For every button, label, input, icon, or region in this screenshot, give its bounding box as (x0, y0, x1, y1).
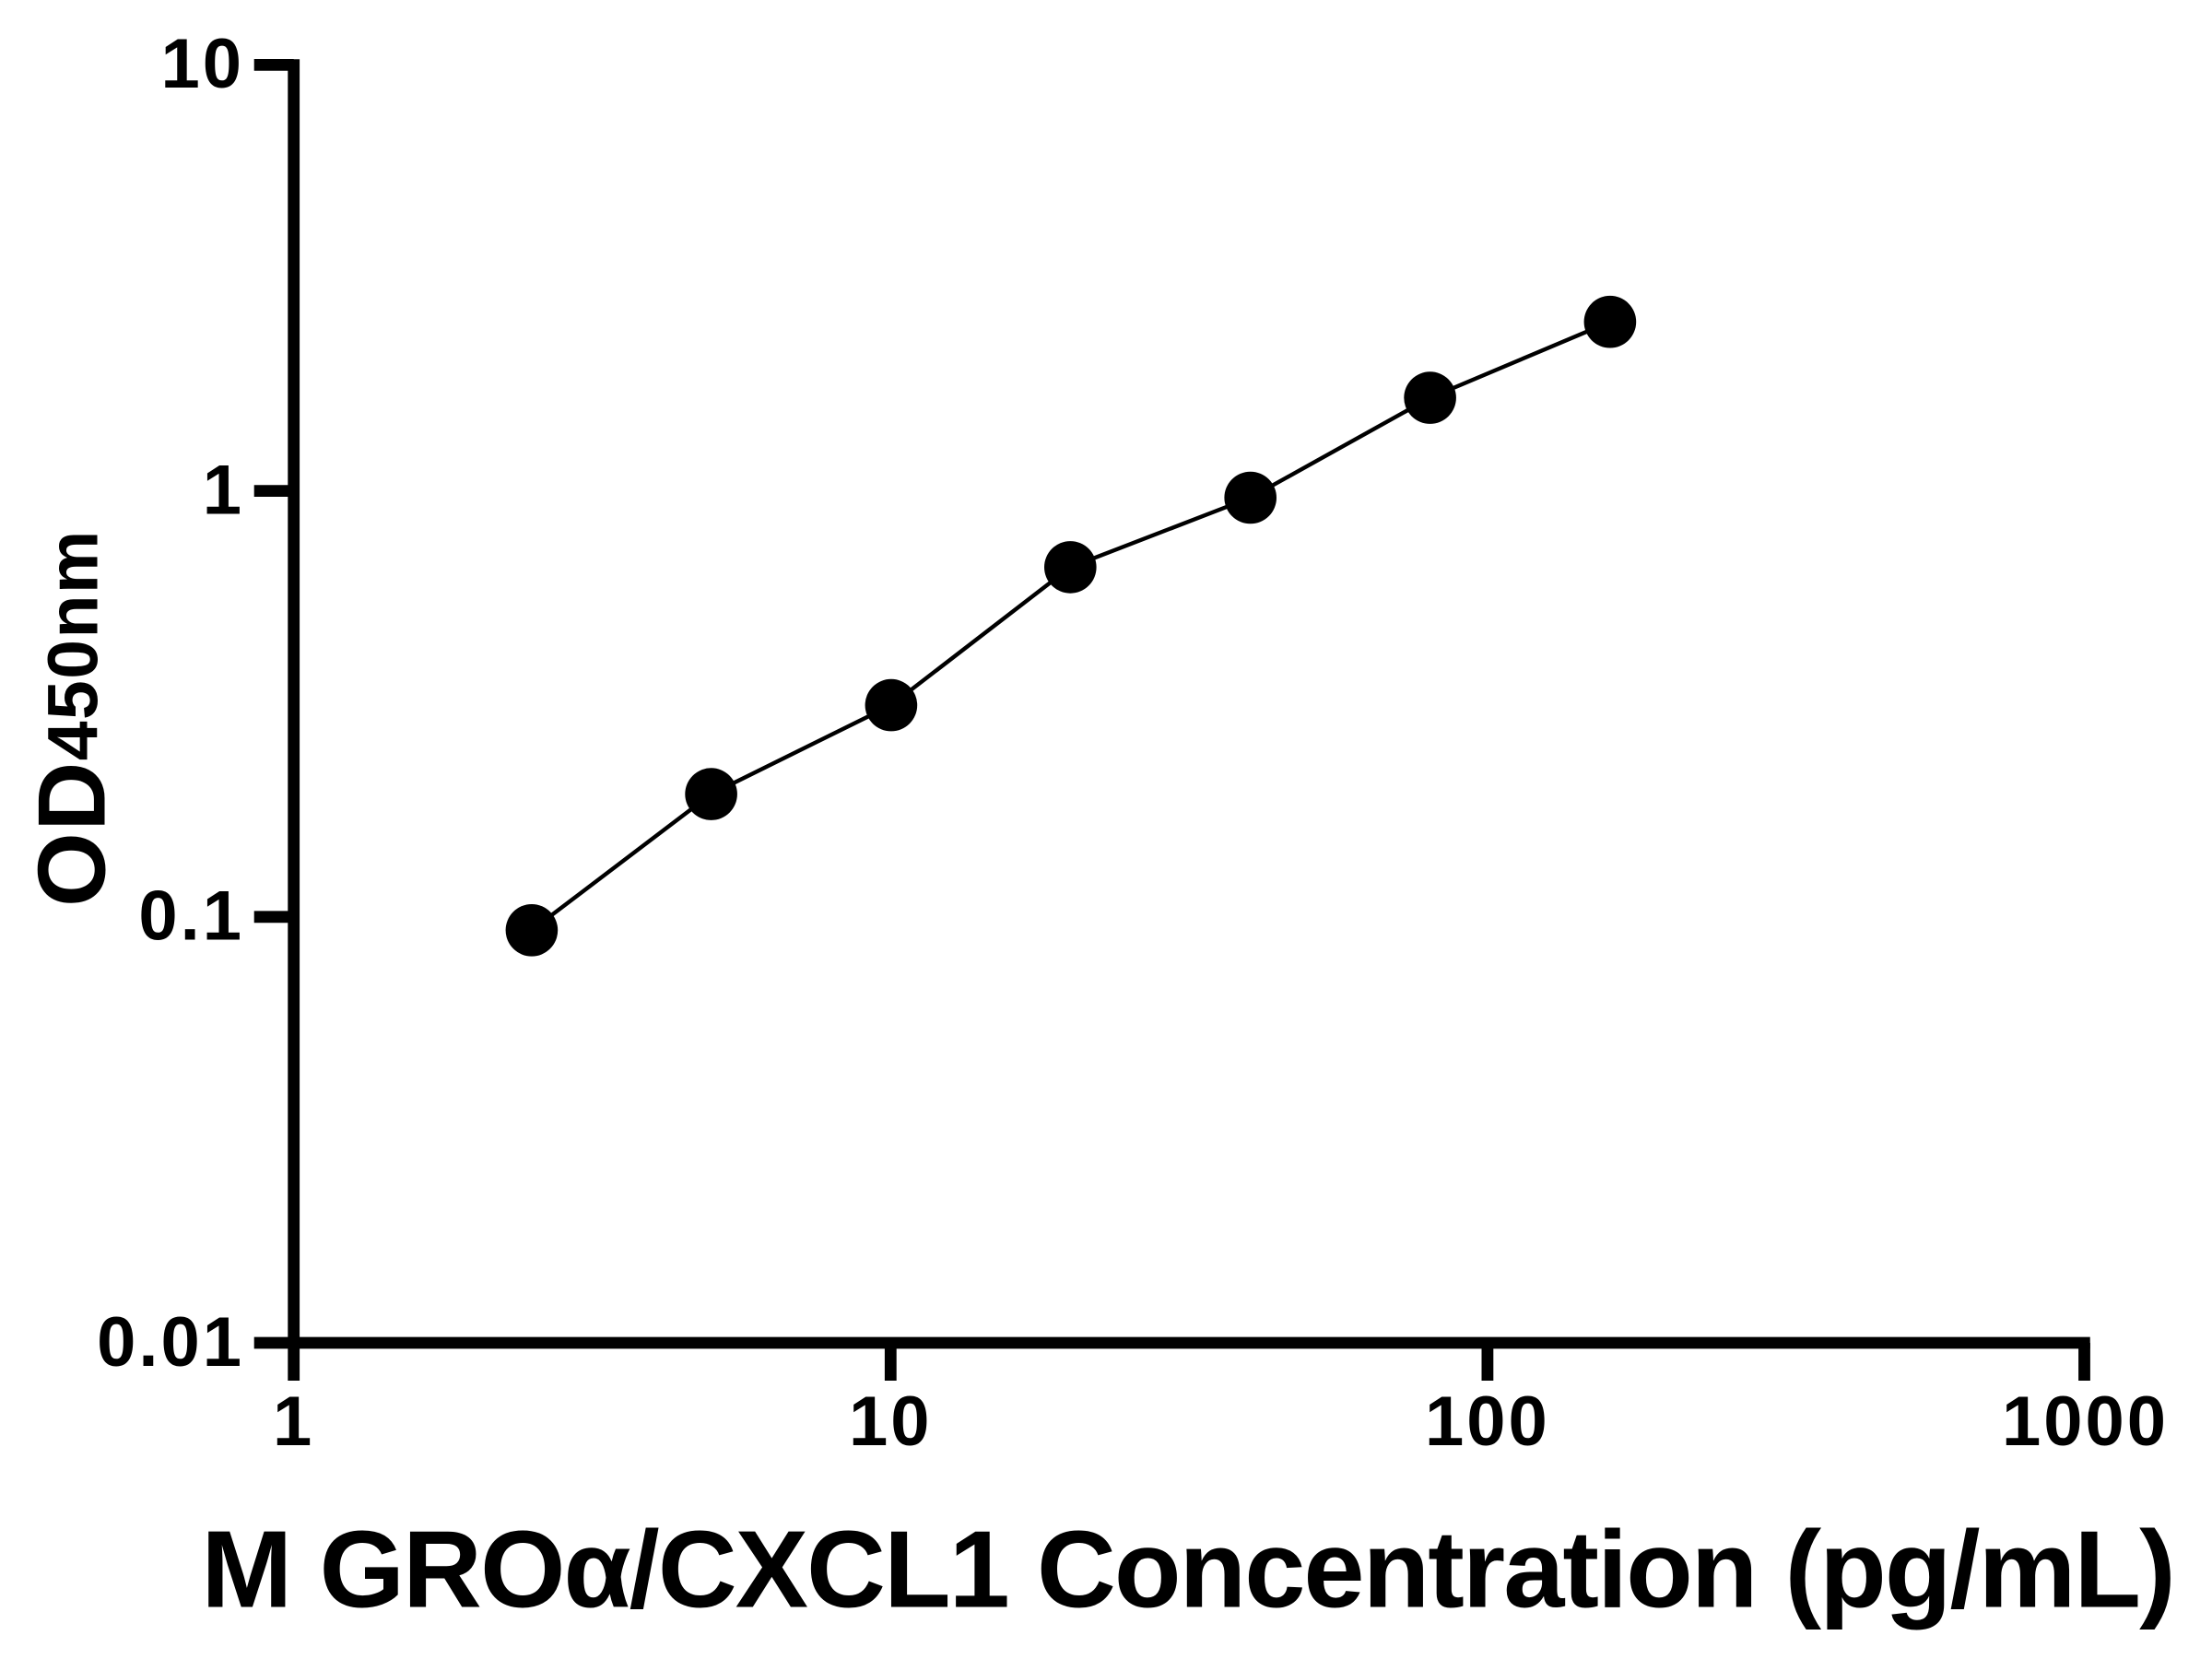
svg-text:10: 10 (160, 25, 244, 103)
svg-text:1: 1 (203, 451, 244, 529)
svg-text:1: 1 (273, 1382, 314, 1461)
svg-text:0.01: 0.01 (97, 1303, 244, 1382)
svg-text:M GROα/CXCL1 Concentration (pg: M GROα/CXCL1 Concentration (pg/mL) (201, 1509, 2173, 1631)
svg-text:0.1: 0.1 (138, 877, 244, 956)
svg-text:10: 10 (849, 1382, 933, 1461)
svg-text:1000: 1000 (2002, 1382, 2169, 1461)
svg-text:100: 100 (1425, 1382, 1550, 1461)
svg-text:OD450nm: OD450nm (19, 529, 126, 907)
